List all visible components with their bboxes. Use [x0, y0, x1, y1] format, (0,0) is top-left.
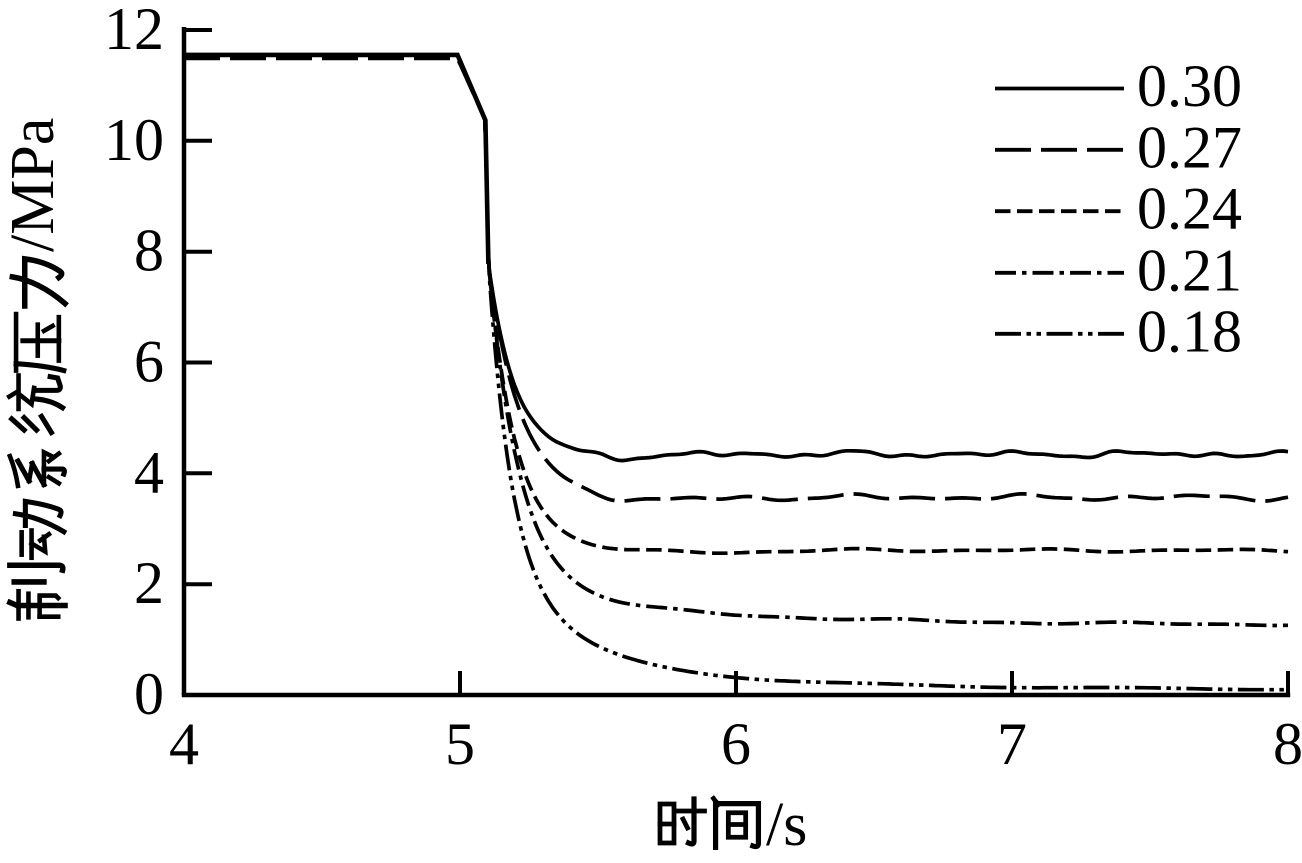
svg-text:0.18: 0.18 [1137, 298, 1242, 364]
svg-text:4: 4 [134, 439, 164, 505]
svg-text:10: 10 [104, 107, 164, 173]
svg-text:0: 0 [134, 661, 164, 727]
svg-text:12: 12 [104, 0, 164, 62]
svg-text:5: 5 [445, 711, 475, 777]
svg-text:2: 2 [134, 550, 164, 616]
svg-text:0.27: 0.27 [1137, 114, 1242, 180]
svg-text:6: 6 [134, 329, 164, 395]
svg-text:8: 8 [1273, 711, 1302, 777]
svg-text:/s: /s [766, 791, 807, 859]
svg-text:0.30: 0.30 [1137, 53, 1242, 119]
svg-text:6: 6 [721, 711, 751, 777]
svg-text:/MPa: /MPa [0, 118, 67, 252]
svg-text:0.21: 0.21 [1137, 237, 1242, 303]
svg-text:4: 4 [169, 711, 199, 777]
svg-text:8: 8 [134, 218, 164, 284]
svg-text:0.24: 0.24 [1137, 176, 1242, 242]
svg-text:7: 7 [997, 711, 1027, 777]
